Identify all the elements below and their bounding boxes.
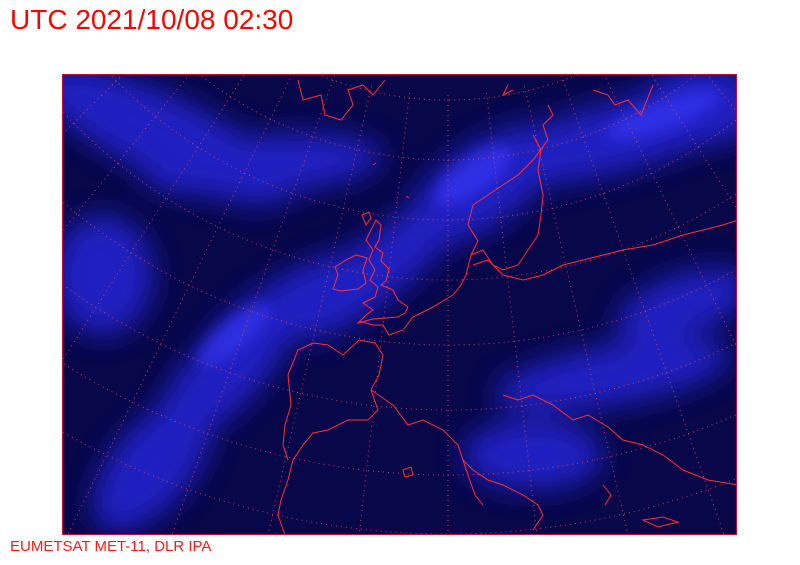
graticule: [63, 75, 736, 534]
longitude-line: [485, 92, 538, 534]
timestamp-title: UTC 2021/10/08 02:30: [10, 4, 294, 35]
bright-cloud-layer: [197, 90, 720, 367]
map-canvas: [63, 75, 736, 534]
longitude-line: [523, 86, 629, 534]
longitude-line: [358, 92, 411, 534]
coastlines: [277, 79, 736, 534]
data-source-credit: EUMETSAT MET-11, DLR IPA: [10, 538, 212, 555]
longitude-line: [267, 86, 373, 534]
longitude-line: [706, 75, 736, 112]
longitude-line: [63, 75, 190, 232]
satellite-map: [62, 74, 737, 535]
